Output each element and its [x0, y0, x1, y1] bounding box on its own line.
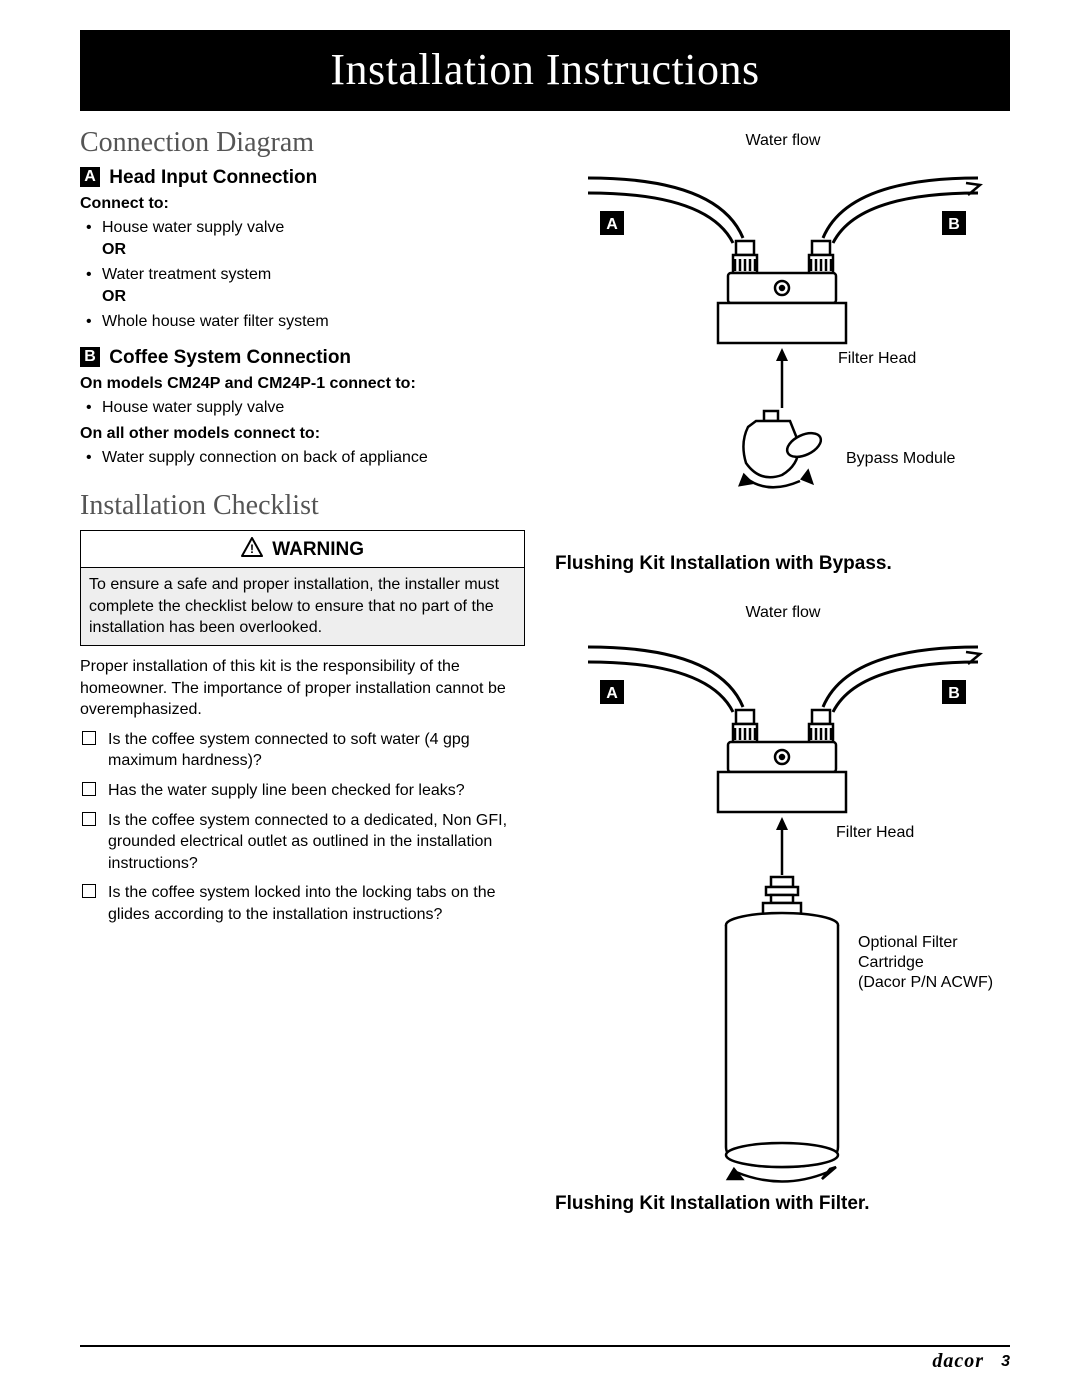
checklist-item: Is the coffee system locked into the loc… [80, 882, 525, 925]
list-item: Whole house water filter system [102, 311, 525, 333]
warning-text: To ensure a safe and proper installation… [81, 568, 524, 645]
left-column: Connection Diagram A Head Input Connecti… [80, 123, 545, 1227]
head-input-heading: A Head Input Connection [80, 167, 525, 189]
diagram-marker-a: A [606, 216, 618, 233]
checklist: Is the coffee system connected to soft w… [80, 729, 525, 926]
checklist-item: Is the coffee system connected to soft w… [80, 729, 525, 772]
right-column: Water flow A B [545, 123, 1010, 1227]
marker-b-box: B [80, 347, 100, 367]
cartridge-label-2: Cartridge [858, 954, 924, 971]
brand-logo: dacor [932, 1350, 984, 1373]
water-flow-label: Water flow [745, 132, 820, 149]
checklist-intro: Proper installation of this kit is the r… [80, 656, 525, 721]
connect-to-label: Connect to: [80, 195, 525, 213]
marker-a-box: A [80, 167, 100, 187]
warning-triangle-icon: ! [241, 537, 263, 557]
installation-checklist-heading: Installation Checklist [80, 490, 525, 522]
models-label-2: On all other models connect to: [80, 425, 525, 443]
list-item: Water treatment system OR [102, 264, 525, 307]
list-item: House water supply valve OR [102, 217, 525, 260]
bypass-caption: Flushing Kit Installation with Bypass. [555, 553, 1010, 575]
coffee-system-title: Coffee System Connection [109, 347, 351, 368]
diagram-marker-a: A [606, 685, 618, 702]
list-item: Water supply connection on back of appli… [102, 447, 525, 469]
coffee-system-heading: B Coffee System Connection [80, 347, 525, 369]
warning-box: ! WARNING To ensure a safe and proper in… [80, 530, 525, 646]
models-label-1: On models CM24P and CM24P-1 connect to: [80, 375, 525, 393]
filter-head-label: Filter Head [836, 824, 914, 841]
checkbox-icon [82, 812, 96, 826]
checkbox-icon [82, 884, 96, 898]
cartridge-label-3: (Dacor P/N ACWF) [858, 974, 993, 991]
warning-heading: ! WARNING [81, 531, 524, 568]
svg-text:!: ! [250, 542, 254, 556]
checklist-item: Has the water supply line been checked f… [80, 780, 525, 802]
bypass-module-label: Bypass Module [846, 450, 955, 467]
filter-caption: Flushing Kit Installation with Filter. [555, 1193, 1010, 1215]
filter-diagram: Water flow A B [568, 587, 998, 1187]
page-number: 3 [1001, 1353, 1010, 1371]
bypass-diagram: Water flow A B [568, 123, 998, 533]
filter-head-label: Filter Head [838, 350, 916, 367]
checkbox-icon [82, 731, 96, 745]
diagram-marker-b: B [948, 685, 960, 702]
water-flow-label: Water flow [745, 604, 820, 621]
list-item: House water supply valve [102, 397, 525, 419]
head-input-title: Head Input Connection [109, 167, 317, 188]
checkbox-icon [82, 782, 96, 796]
checklist-item: Is the coffee system connected to a dedi… [80, 810, 525, 875]
cartridge-label-1: Optional Filter [858, 934, 958, 951]
page-title: Installation Instructions [80, 30, 1010, 111]
connection-diagram-heading: Connection Diagram [80, 127, 525, 159]
diagram-marker-b: B [948, 216, 960, 233]
footer-rule [80, 1345, 1010, 1347]
